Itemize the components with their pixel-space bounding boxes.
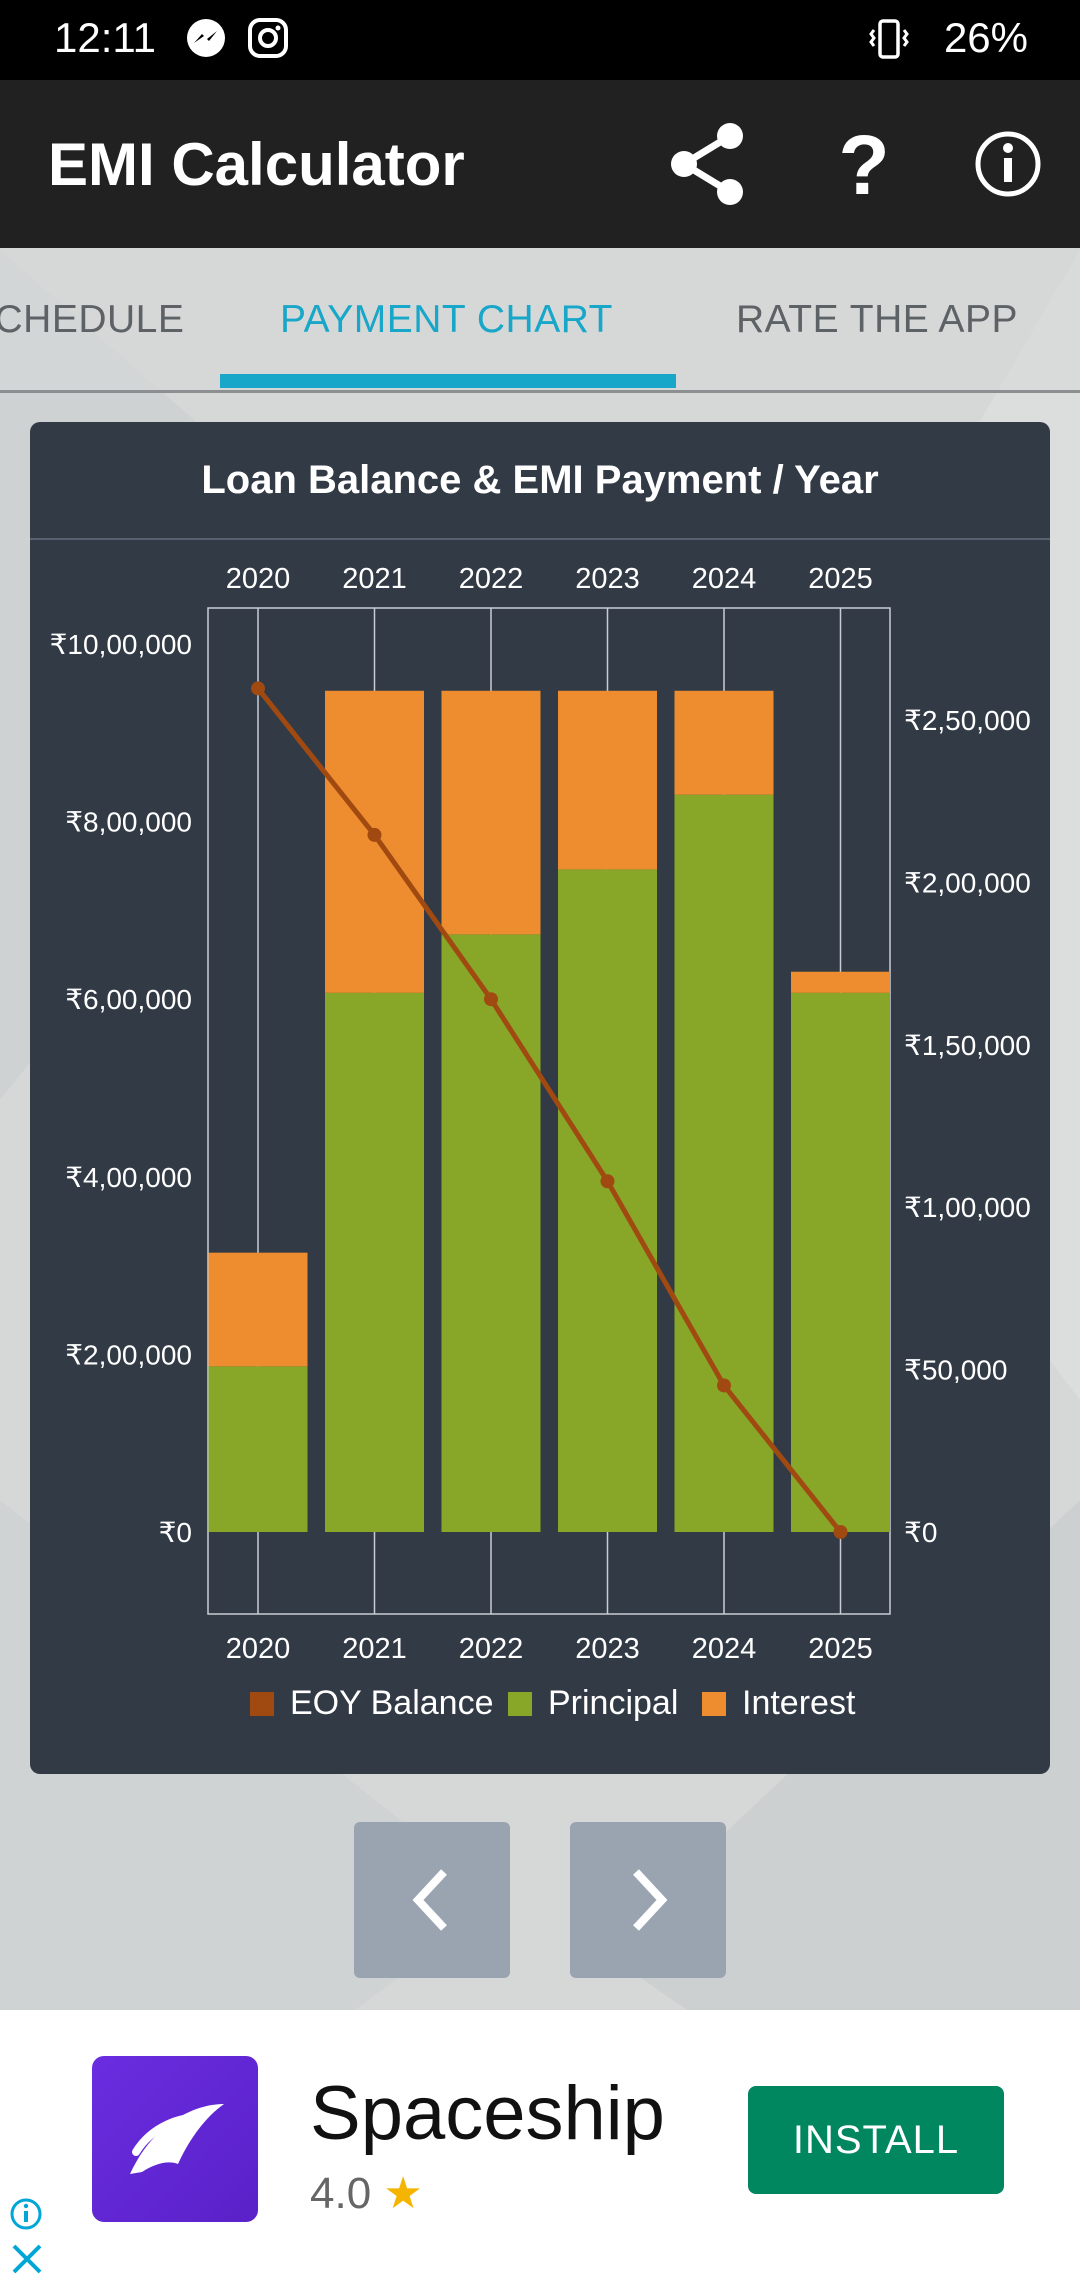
install-button[interactable]: INSTALL [748,2086,1004,2194]
legend-label-principal: Principal [548,1684,678,1722]
payment-chart: 2020 2020 2021 2021 2022 2022 2023 2023 2024 2024… [50,563,1031,1722]
spaceship-app-icon[interactable] [92,2056,258,2222]
y-left-tick-5: ₹10,00,000 [50,629,192,660]
star-icon: ★ [383,2169,423,2218]
instagram-icon [248,18,288,58]
tab-schedule[interactable]: SCHEDULE [0,298,185,341]
bar-interest-2025 [791,971,890,993]
point-eoy-balance-2024 [717,1378,731,1393]
x-tick-top-2023: 2023 [575,563,640,595]
x-tick-top-2022: 2022 [459,563,524,595]
bar-principal-2023 [558,869,657,1532]
y-right-tick-4: ₹2,00,000 [904,867,1031,898]
share-icon[interactable] [664,120,752,208]
bar-principal-2025 [791,992,890,1532]
ad-rating-value: 4.0 [310,2169,372,2218]
bar-principal-2022 [441,934,541,1532]
y-right-tick-0: ₹0 [904,1517,937,1548]
bar-interest-2020 [208,1252,308,1367]
y-left-tick-2: ₹4,00,000 [65,1162,192,1193]
status-bar: 12:11 26% [0,0,1080,80]
rocket-icon [130,2104,224,2174]
status-time: 12:11 [54,14,156,61]
y-left-tick-1: ₹2,00,000 [65,1339,192,1370]
y-left-tick-4: ₹8,00,000 [65,807,192,838]
y-right-tick-3: ₹1,50,000 [904,1030,1031,1061]
y-right-tick-1: ₹50,000 [904,1355,1007,1386]
next-button[interactable] [570,1822,726,1978]
line-eoy-balance [256,686,843,1534]
y-left-tick-3: ₹6,00,000 [65,984,192,1015]
point-eoy-balance-2023 [600,1174,615,1189]
x-tick-bottom-2021: 2021 [342,1633,407,1665]
app-title: EMI Calculator [48,131,465,198]
svg-text:?: ? [838,120,889,208]
chevron-left-icon [412,1869,447,1931]
bar-principal-2021 [325,992,424,1532]
bar-principal-2020 [208,1366,308,1532]
legend-label-interest: Interest [742,1684,856,1722]
bar-interest-2024 [674,690,774,795]
x-tick-top-2020: 2020 [226,563,291,595]
help-icon[interactable]: ? [822,120,906,208]
bar-interest-2023 [558,690,657,870]
ad-rating: 4.0 ★ [310,2168,423,2219]
x-tick-bottom-2022: 2022 [459,1633,524,1665]
chart-title: Loan Balance & EMI Payment / Year [30,422,1050,540]
info-icon[interactable] [970,120,1046,208]
legend-label-eoy-balance: EOY Balance [290,1684,494,1722]
y-left-tick-0: ₹0 [159,1517,192,1548]
y-right-tick-2: ₹1,00,000 [904,1192,1031,1223]
legend-swatch-interest [702,1692,726,1716]
ad-banner[interactable]: Spaceship 4.0 ★ INSTALL [0,2010,1080,2280]
payment-chart-card: Loan Balance & EMI Payment / Year 2020 20… [30,422,1050,1774]
previous-button[interactable] [354,1822,510,1978]
x-tick-bottom-2023: 2023 [575,1633,640,1665]
chevron-right-icon [633,1869,668,1931]
ad-app-name[interactable]: Spaceship [310,2071,665,2156]
x-tick-bottom-2025: 2025 [808,1633,873,1665]
legend-swatch-eoy-balance [250,1692,274,1716]
x-tick-top-2021: 2021 [342,563,407,595]
active-tab-indicator [220,374,676,388]
y-right-tick-5: ₹2,50,000 [904,705,1031,736]
bar-principal-2024 [674,794,774,1532]
battery-level: 26% [943,14,1028,61]
bar-interest-2022 [441,690,541,935]
x-tick-top-2024: 2024 [692,563,757,595]
point-eoy-balance-2025 [833,1525,848,1539]
vibrate-icon [869,19,909,59]
point-eoy-balance-2022 [484,992,498,1007]
point-eoy-balance-2020 [251,681,265,696]
tab-payment-chart[interactable]: PAYMENT CHART [280,298,613,341]
messenger-icon [187,19,225,57]
app-bar: EMI Calculator ? [0,80,1080,248]
legend-swatch-principal [508,1692,532,1716]
x-tick-bottom-2020: 2020 [226,1633,291,1665]
x-tick-bottom-2024: 2024 [692,1633,757,1665]
adchoices-icon[interactable] [8,2196,48,2280]
point-eoy-balance-2021 [367,827,382,842]
tab-rate-the-app[interactable]: RATE THE APP [736,298,1018,341]
tab-bar: SCHEDULE PAYMENT CHART RATE THE APP [0,248,1080,393]
x-tick-top-2025: 2025 [808,563,873,595]
